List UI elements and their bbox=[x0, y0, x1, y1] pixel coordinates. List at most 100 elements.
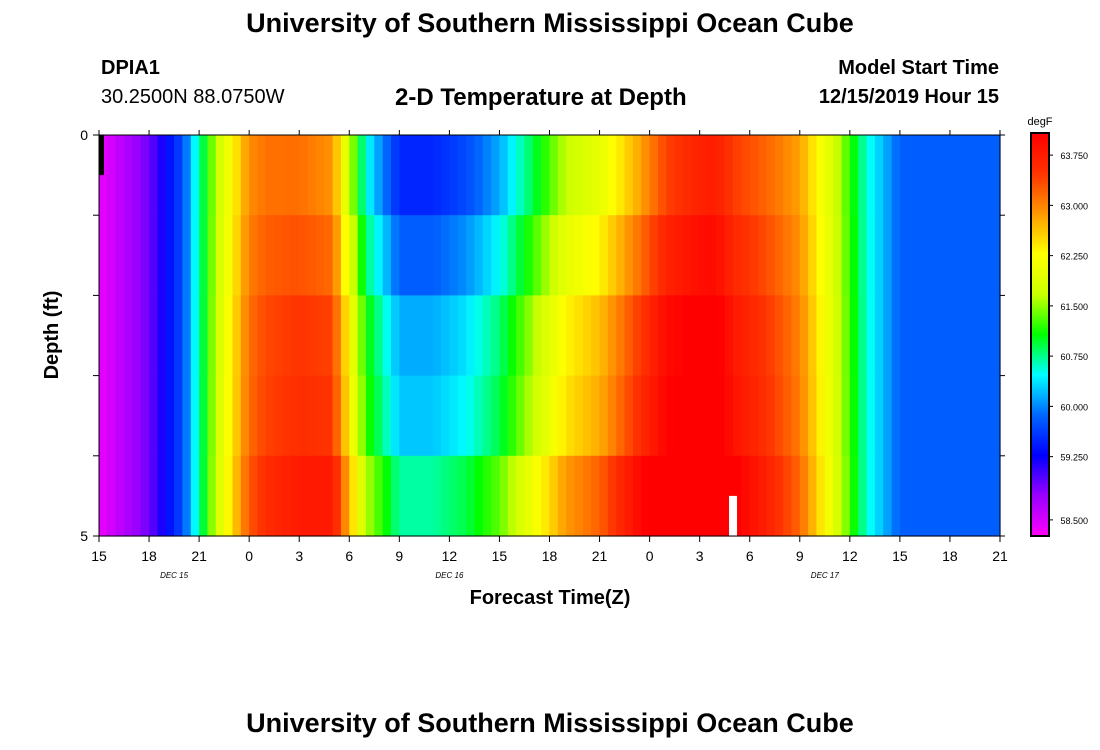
heatmap-cell bbox=[449, 135, 459, 216]
heatmap-cell bbox=[149, 295, 158, 377]
heatmap-cell bbox=[140, 135, 150, 216]
heatmap-cell bbox=[766, 375, 776, 457]
heatmap-cell bbox=[107, 135, 117, 216]
heatmap-cell bbox=[382, 215, 392, 296]
heatmap-cell bbox=[507, 375, 517, 457]
heatmap-cell bbox=[816, 455, 826, 537]
heatmap-cell bbox=[349, 215, 359, 296]
heatmap-cell bbox=[924, 295, 934, 377]
heatmap-cell bbox=[532, 135, 542, 216]
heatmap-cell bbox=[899, 375, 909, 457]
heatmap-cell bbox=[908, 455, 918, 537]
heatmap-cell bbox=[274, 375, 284, 457]
heatmap-cell bbox=[924, 455, 934, 537]
heatmap-cell bbox=[140, 295, 150, 377]
heatmap-cell bbox=[265, 375, 275, 457]
heatmap-cell bbox=[232, 215, 242, 296]
heatmap-cell bbox=[374, 375, 384, 457]
heatmap-cell bbox=[799, 215, 809, 296]
heatmap-cell bbox=[841, 375, 851, 457]
heatmap-cell bbox=[532, 295, 542, 377]
heatmap-cell bbox=[157, 455, 167, 537]
heatmap-cell bbox=[432, 135, 442, 216]
heatmap-cell bbox=[699, 215, 709, 296]
heatmap-cell bbox=[541, 295, 551, 377]
heatmap-cell bbox=[641, 455, 651, 537]
heatmap-cell bbox=[891, 375, 901, 457]
heatmap-cell bbox=[908, 295, 918, 377]
heatmap-cell bbox=[891, 135, 901, 216]
heatmap-cell bbox=[532, 375, 542, 457]
heatmap-cell bbox=[282, 135, 292, 216]
heatmap-cell bbox=[265, 455, 275, 537]
heatmap-cell bbox=[916, 375, 926, 457]
heatmap-cell bbox=[382, 375, 392, 457]
heatmap-cell bbox=[991, 375, 1001, 457]
heatmap-cell bbox=[115, 375, 125, 457]
heatmap-cell bbox=[157, 135, 167, 216]
heatmap-cell bbox=[858, 135, 868, 216]
heatmap-cell bbox=[991, 455, 1001, 537]
heatmap-cell bbox=[340, 295, 350, 377]
heatmap-cell bbox=[983, 455, 993, 537]
heatmap-cell bbox=[599, 295, 609, 377]
heatmap-cell bbox=[758, 455, 767, 537]
heatmap-cell bbox=[849, 375, 859, 457]
heatmap-cell bbox=[257, 135, 267, 216]
heatmap-cell bbox=[190, 455, 200, 537]
heatmap-cell bbox=[365, 295, 375, 377]
date-label: DEC 15 bbox=[160, 571, 189, 580]
heatmap-cell bbox=[849, 455, 859, 537]
heatmap-cell bbox=[958, 215, 968, 296]
heatmap-cell bbox=[340, 455, 350, 537]
heatmap-cell bbox=[733, 215, 742, 296]
heatmap-cell bbox=[107, 215, 117, 296]
x-tick-label: 21 bbox=[992, 548, 1008, 564]
heatmap-cell bbox=[441, 215, 450, 296]
heatmap-cell bbox=[616, 215, 626, 296]
heatmap-cell bbox=[966, 215, 976, 296]
heatmap-cell bbox=[883, 135, 893, 216]
heatmap-cell bbox=[524, 375, 534, 457]
heatmap-cell bbox=[783, 295, 793, 377]
heatmap-cell bbox=[924, 375, 934, 457]
y-tick-label: 0 bbox=[80, 127, 88, 143]
heatmap-cell bbox=[441, 135, 450, 216]
heatmap-cell bbox=[282, 455, 292, 537]
x-tick-label: 6 bbox=[345, 548, 353, 564]
heatmap-cell bbox=[224, 135, 234, 216]
heatmap-cell bbox=[457, 295, 467, 377]
heatmap-cell bbox=[390, 215, 400, 296]
heatmap-cell bbox=[816, 295, 826, 377]
heatmap-cell bbox=[432, 295, 442, 377]
heatmap-cell bbox=[874, 295, 884, 377]
heatmap-cell bbox=[290, 135, 300, 216]
colorbar-tick-label: 59.250 bbox=[1060, 453, 1088, 463]
heatmap-cell bbox=[457, 215, 467, 296]
heatmap-cell bbox=[624, 375, 634, 457]
heatmap-cell bbox=[574, 215, 584, 296]
x-tick-label: 3 bbox=[295, 548, 303, 564]
heatmap-cell bbox=[574, 135, 584, 216]
heatmap-cell bbox=[591, 455, 601, 537]
heatmap-cell bbox=[315, 135, 325, 216]
heatmap-cell bbox=[199, 375, 209, 457]
heatmap-cell bbox=[691, 215, 701, 296]
heatmap-cell bbox=[491, 135, 501, 216]
heatmap-cell bbox=[966, 375, 976, 457]
colorbar-tick-label: 58.500 bbox=[1060, 516, 1088, 526]
heatmap-cell bbox=[808, 375, 818, 457]
heatmap-cell bbox=[274, 135, 284, 216]
heatmap-cell bbox=[916, 135, 926, 216]
heatmap-cell bbox=[891, 295, 901, 377]
heatmap-cell bbox=[232, 295, 242, 377]
heatmap-cell bbox=[307, 135, 317, 216]
heatmap-cell bbox=[791, 295, 801, 377]
station-coordinates: 30.2500N 88.0750W bbox=[101, 86, 285, 108]
heatmap-cell bbox=[774, 215, 784, 296]
heatmap-cell bbox=[699, 135, 709, 216]
colorbar-tick-label: 63.750 bbox=[1060, 151, 1088, 161]
heatmap-cell bbox=[607, 455, 617, 537]
heatmap-cell bbox=[824, 135, 834, 216]
heatmap-cell bbox=[966, 135, 976, 216]
